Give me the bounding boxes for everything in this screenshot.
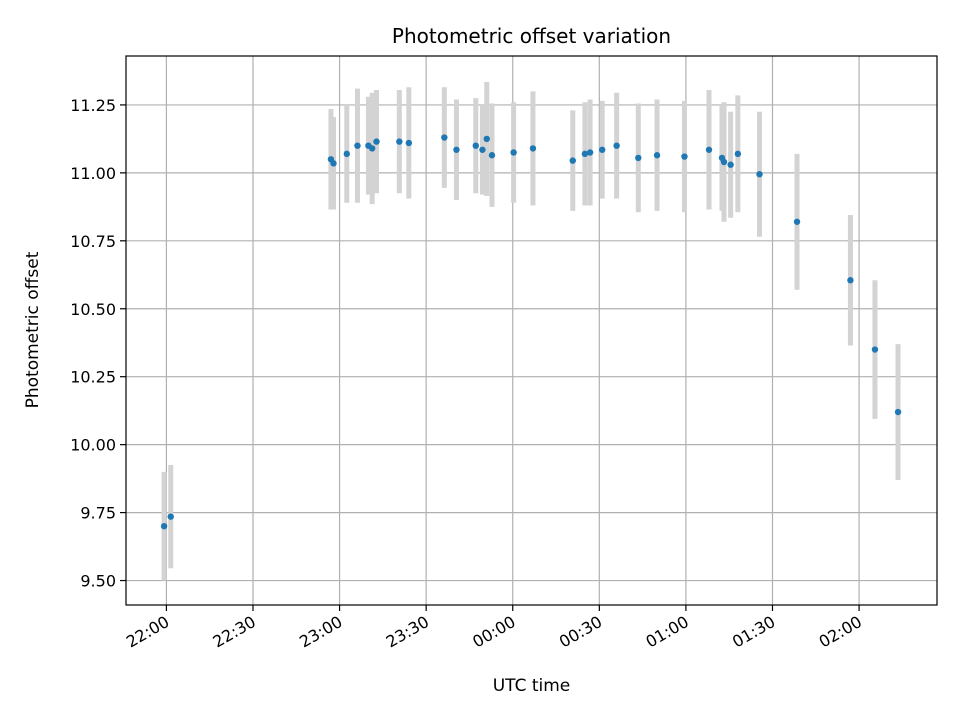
y-tick-label-6: 11.00 <box>70 164 116 183</box>
data-point-18 <box>529 145 537 152</box>
y-axis-ticks: 9.50 9.75 10.00 10.25 10.50 10.75 11.00 11.25 <box>70 96 126 591</box>
y-tick-label-1: 9.75 <box>80 504 116 523</box>
data-point-17 <box>510 149 517 156</box>
data-point-25 <box>653 152 661 159</box>
chart-title: Photometric offset variation <box>392 24 671 48</box>
data-point-27 <box>705 146 713 153</box>
data-point-10 <box>405 139 413 147</box>
data-point-14 <box>479 146 486 153</box>
data-point-7 <box>368 145 376 152</box>
data-point-33 <box>793 218 801 225</box>
y-tick-label-4: 10.50 <box>70 300 116 319</box>
data-point-12 <box>453 146 460 153</box>
plot-frame <box>125 55 938 606</box>
x-axis-label: UTC time <box>493 676 571 696</box>
data-points <box>160 134 902 530</box>
data-point-5 <box>354 142 361 149</box>
y-tick-label-5: 10.75 <box>70 232 116 251</box>
data-point-30 <box>727 161 734 168</box>
data-point-0 <box>160 522 168 530</box>
data-point-1 <box>167 513 174 520</box>
data-point-19 <box>569 157 576 164</box>
y-tick-label-2: 10.00 <box>70 436 116 455</box>
y-tick-label-3: 10.25 <box>70 368 116 387</box>
data-point-36 <box>894 408 902 416</box>
data-point-32 <box>756 171 763 178</box>
data-point-3 <box>330 160 337 167</box>
data-point-34 <box>847 277 854 284</box>
data-point-29 <box>720 158 728 166</box>
data-point-23 <box>613 142 620 149</box>
grid <box>126 56 937 605</box>
data-point-35 <box>871 346 879 353</box>
data-point-21 <box>586 149 594 156</box>
data-point-4 <box>343 150 350 158</box>
data-point-13 <box>472 142 479 149</box>
data-point-16 <box>488 152 496 159</box>
data-point-8 <box>373 138 380 145</box>
data-point-20 <box>581 150 589 158</box>
data-point-15 <box>483 135 490 143</box>
data-point-9 <box>396 138 403 145</box>
data-point-24 <box>635 154 642 162</box>
y-tick-label-7: 11.25 <box>70 96 116 115</box>
data-point-22 <box>599 146 606 153</box>
data-point-11 <box>441 134 448 141</box>
data-point-26 <box>681 153 688 160</box>
data-point-31 <box>734 150 742 158</box>
y-axis-label: Photometric offset <box>23 251 43 408</box>
y-tick-label-0: 9.50 <box>80 572 116 591</box>
